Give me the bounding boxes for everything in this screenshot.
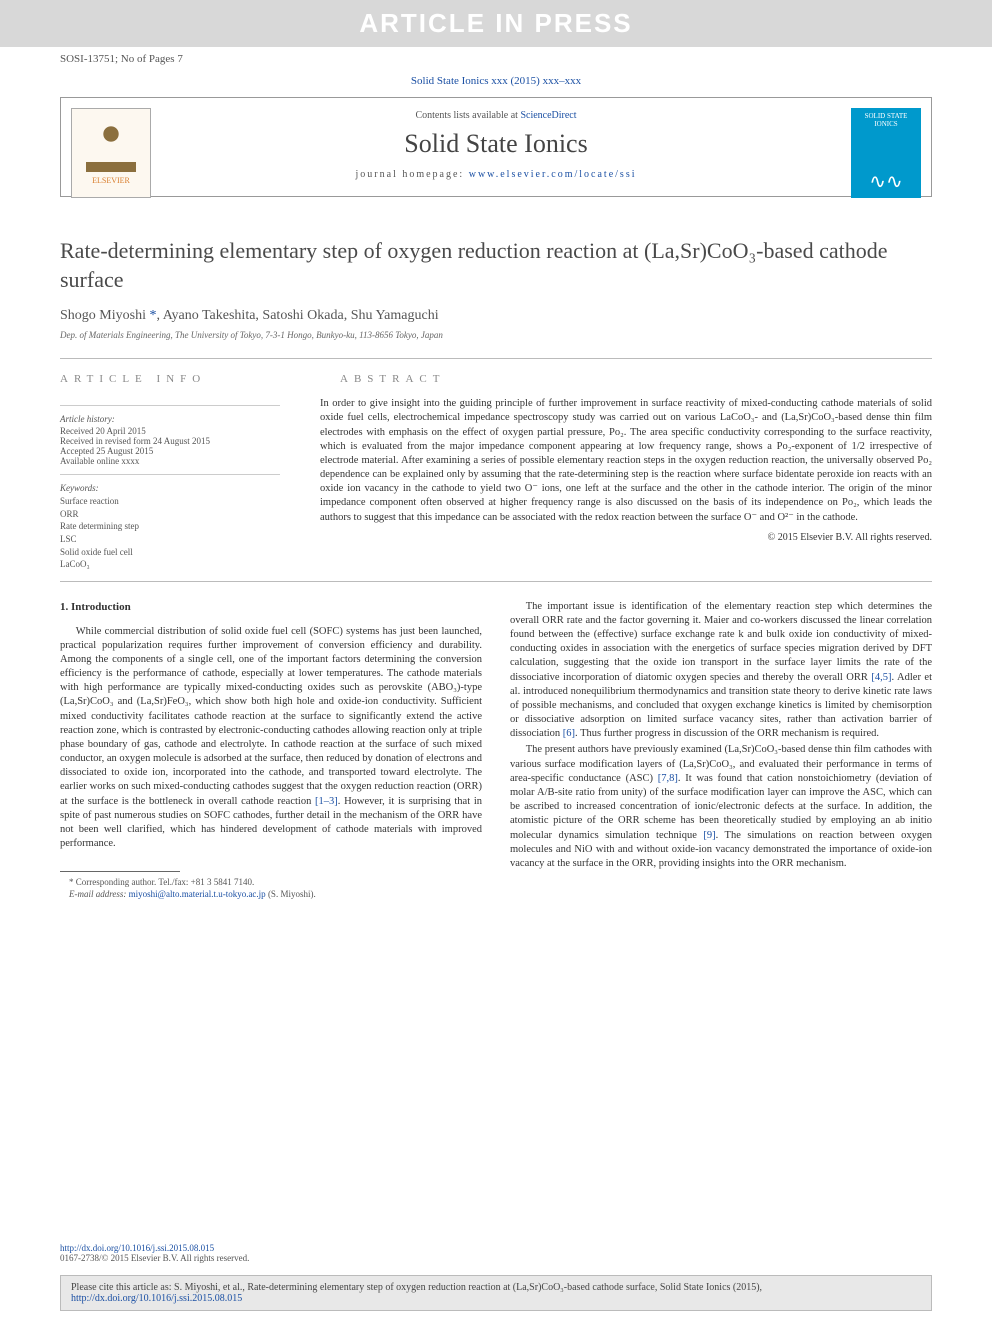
- abstract-body: In order to give insight into the guidin…: [320, 398, 932, 522]
- issn-copyright: 0167-2738/© 2015 Elsevier B.V. All right…: [60, 1253, 249, 1263]
- email-footnote: E-mail address: miyoshi@alto.material.t.…: [60, 888, 482, 900]
- keyword: Surface reaction: [60, 495, 280, 508]
- keyword: Rate determining step: [60, 520, 280, 533]
- elsevier-tree-icon: [86, 122, 136, 172]
- cover-title: SOLID STATE IONICS: [855, 112, 917, 128]
- col2-para-1: The important issue is identification of…: [510, 600, 932, 742]
- email-link[interactable]: miyoshi@alto.material.t.u-tokyo.ac.jp: [129, 889, 266, 899]
- header-meta: SOSI-13751; No of Pages 7: [0, 47, 992, 71]
- intro-heading: 1. Introduction: [60, 600, 482, 615]
- article-title: Rate-determining elementary step of oxyg…: [60, 237, 932, 294]
- ref-link[interactable]: [7,8]: [658, 773, 678, 784]
- intro-text-1a: While commercial distribution of solid o…: [60, 626, 482, 807]
- ref-link[interactable]: [6]: [563, 728, 575, 739]
- contents-line: Contents lists available at ScienceDirec…: [161, 110, 831, 121]
- author-list: Shogo Miyoshi *, Ayano Takeshita, Satosh…: [60, 308, 932, 324]
- journal-ref-line: Solid State Ionics xxx (2015) xxx–xxx: [0, 71, 992, 97]
- keyword: ORR: [60, 508, 280, 521]
- intro-para-1: While commercial distribution of solid o…: [60, 625, 482, 852]
- cite-doi-link[interactable]: http://dx.doi.org/10.1016/j.ssi.2015.08.…: [71, 1293, 242, 1304]
- keyword: LSC: [60, 533, 280, 546]
- history-received: Received 20 April 2015: [60, 426, 280, 436]
- doi-block: http://dx.doi.org/10.1016/j.ssi.2015.08.…: [60, 1243, 249, 1263]
- col2-text-1a: The important issue is identification of…: [510, 601, 932, 683]
- journal-ref-link[interactable]: Solid State Ionics xxx (2015) xxx–xxx: [411, 75, 581, 87]
- doi-link[interactable]: http://dx.doi.org/10.1016/j.ssi.2015.08.…: [60, 1243, 214, 1253]
- divider-top: [60, 358, 932, 359]
- homepage-link[interactable]: www.elsevier.com/locate/ssi: [469, 169, 637, 180]
- history-revised: Received in revised form 24 August 2015: [60, 436, 280, 446]
- author-first: Shogo Miyoshi: [60, 308, 149, 323]
- elsevier-label: ELSEVIER: [92, 176, 130, 185]
- affiliation: Dep. of Materials Engineering, The Unive…: [60, 330, 932, 340]
- corresponding-footnote: * Corresponding author. Tel./fax: +81 3 …: [60, 876, 482, 888]
- ref-link[interactable]: [1–3]: [315, 796, 338, 807]
- keywords-list: Surface reaction ORR Rate determining st…: [60, 495, 280, 571]
- divider-bottom: [60, 581, 932, 582]
- email-label: E-mail address:: [69, 889, 129, 899]
- journal-name: Solid State Ionics: [161, 121, 831, 169]
- column-right: The important issue is identification of…: [510, 600, 932, 901]
- abstract-heading: ABSTRACT: [340, 373, 445, 385]
- article-in-press-banner: ARTICLE IN PRESS: [0, 0, 992, 47]
- elsevier-logo-icon: ELSEVIER: [71, 108, 151, 198]
- cite-this-article-box: Please cite this article as: S. Miyoshi,…: [60, 1275, 932, 1311]
- keyword: Solid oxide fuel cell: [60, 546, 280, 559]
- email-suffix: (S. Miyoshi).: [266, 889, 316, 899]
- history-accepted: Accepted 25 August 2015: [60, 446, 280, 456]
- info-abstract-block: Article history: Received 20 April 2015 …: [60, 397, 932, 571]
- article-front: Rate-determining elementary step of oxyg…: [0, 217, 992, 582]
- section-heads-row: ARTICLE INFO ABSTRACT: [60, 373, 932, 385]
- homepage-line: journal homepage: www.elsevier.com/locat…: [161, 169, 831, 180]
- article-info-column: Article history: Received 20 April 2015 …: [60, 397, 280, 571]
- contents-prefix: Contents lists available at: [415, 110, 520, 121]
- sciencedirect-link[interactable]: ScienceDirect: [520, 110, 576, 121]
- article-info-heading: ARTICLE INFO: [60, 373, 280, 385]
- footnote-rule: [60, 871, 180, 872]
- col2-text-1c: . Thus further progress in discussion of…: [575, 728, 879, 739]
- column-left: 1. Introduction While commercial distrib…: [60, 600, 482, 901]
- col2-para-2: The present authors have previously exam…: [510, 743, 932, 871]
- history-heading: Article history:: [60, 414, 280, 424]
- abstract-text: In order to give insight into the guidin…: [320, 397, 932, 571]
- ref-link[interactable]: [4,5]: [871, 672, 891, 683]
- keyword: LaCoO₃: [60, 558, 280, 571]
- abstract-copyright: © 2015 Elsevier B.V. All rights reserved…: [320, 531, 932, 545]
- ref-link[interactable]: [9]: [703, 830, 715, 841]
- history-online: Available online xxxx: [60, 456, 280, 466]
- homepage-prefix: journal homepage:: [356, 169, 469, 180]
- cover-wave-icon: ∿∿: [855, 169, 917, 194]
- body-columns: 1. Introduction While commercial distrib…: [0, 600, 992, 901]
- cite-text: Please cite this article as: S. Miyoshi,…: [71, 1282, 762, 1293]
- authors-rest: , Ayano Takeshita, Satoshi Okada, Shu Ya…: [156, 308, 438, 323]
- journal-header-box: ELSEVIER SOLID STATE IONICS ∿∿ Contents …: [60, 97, 932, 197]
- journal-cover-thumbnail: SOLID STATE IONICS ∿∿: [851, 108, 921, 198]
- keywords-heading: Keywords:: [60, 483, 280, 493]
